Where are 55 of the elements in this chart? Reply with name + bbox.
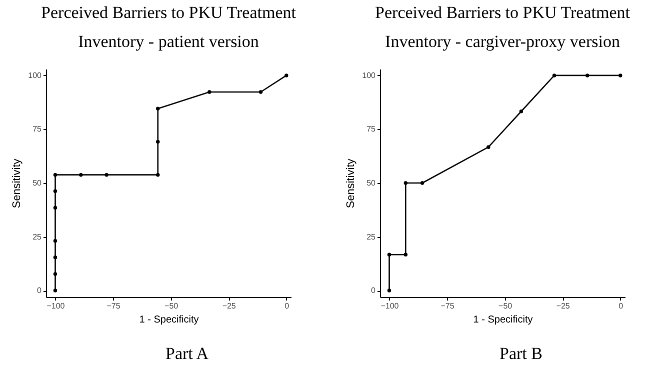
x-tick-label: −75 (440, 302, 455, 310)
x-tick-label: −100 (46, 302, 66, 310)
point (104, 172, 108, 177)
y-tick-label: 25 (366, 232, 376, 242)
point (53, 288, 58, 292)
x-tick-label: 0 (618, 302, 624, 310)
chart-title: Perceived Barriers to PKU Treatment (375, 3, 630, 22)
x-tick-label: −50 (164, 302, 179, 310)
y-axis-title: Sensitivity (345, 158, 358, 208)
point (53, 189, 58, 194)
point (208, 90, 212, 94)
point (387, 288, 392, 292)
y-tick-label: 25 (32, 232, 42, 242)
x-tick-label: −25 (222, 302, 236, 310)
y-tick-label: 75 (366, 124, 376, 134)
point (258, 90, 263, 94)
text: Part B (498, 344, 544, 364)
point (618, 74, 622, 78)
y-tick-label: 50 (32, 178, 42, 188)
chart-subtitle: Inventory - patient version (78, 32, 260, 51)
point (404, 181, 408, 185)
x-axis-title: 1 - Specificity (473, 314, 533, 326)
point (53, 238, 58, 243)
point (53, 206, 58, 210)
x-tick-label: −25 (556, 302, 570, 310)
point (53, 256, 58, 260)
y-axis-title: Sensitivity (11, 158, 24, 208)
point (79, 172, 83, 177)
x-tick-label: −75 (106, 302, 121, 310)
point (156, 140, 160, 144)
point (552, 74, 556, 78)
point (404, 252, 408, 256)
chart-title: Perceived Barriers to PKU Treatment (41, 3, 296, 22)
x-tick-label: −50 (498, 302, 513, 310)
x-axis-title: 1 - Specificity (139, 314, 199, 326)
point (156, 106, 160, 110)
point (519, 110, 524, 114)
point (486, 145, 490, 149)
y-tick-label: 100 (28, 70, 42, 80)
y-tick-label: 100 (362, 70, 376, 80)
x-tick-label: −100 (380, 302, 400, 310)
point (53, 272, 58, 276)
x-tick-label: 0 (284, 302, 290, 310)
point (420, 181, 424, 185)
y-tick-label: 0 (371, 286, 376, 296)
y-tick-label: 0 (37, 286, 42, 296)
y-tick-label: 50 (366, 178, 376, 188)
point (53, 172, 58, 177)
point (585, 74, 590, 78)
chart-subtitle: Inventory - cargiver-proxy version (385, 32, 620, 51)
point (387, 252, 392, 256)
point (284, 74, 288, 78)
point (156, 172, 160, 177)
y-tick-label: 75 (32, 124, 42, 134)
text: Part A (164, 344, 210, 364)
